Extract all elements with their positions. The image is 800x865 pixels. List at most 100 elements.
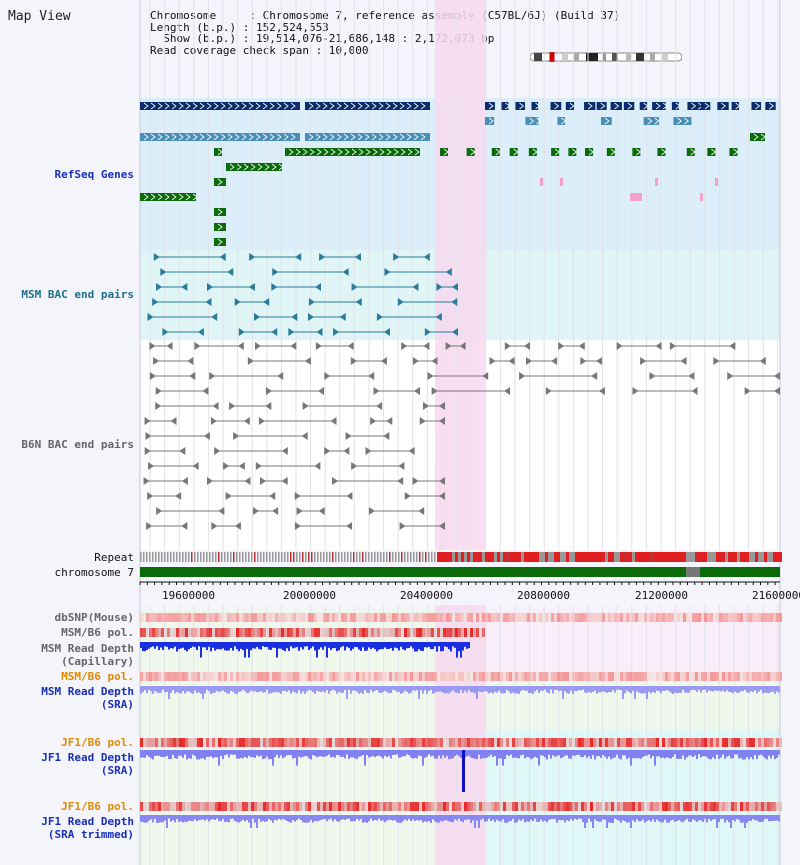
gene-arrow [227,102,233,110]
polymorphism-cell [152,802,155,811]
polymorphism-cell [170,628,173,637]
polymorphism-cell [737,672,740,681]
gene-arrow [392,133,398,141]
read-depth-bar [346,642,348,647]
polymorphism-cell [215,672,218,681]
polymorphism-cell [716,802,719,811]
chromosome-ideogram[interactable] [530,52,682,62]
read-depth-bar [490,750,492,755]
repeat-mark [341,552,343,562]
polymorphism-cell [239,628,242,637]
read-depth-bar [308,750,310,759]
polymorphism-cell [512,802,515,811]
read-depth-bar [734,750,736,755]
read-depth-bar [176,815,178,819]
repeat-mark [692,552,695,562]
polymorphism-cell [338,738,341,747]
repeat-mark [779,552,782,562]
read-depth-bar [322,815,324,820]
polymorphism-cell [734,802,737,811]
read-depth-bar [258,815,260,819]
polymorphism-cell [422,628,425,637]
polymorphism-cell [470,613,473,622]
read-depth-bar [666,750,668,758]
b6n-bac-pair [156,507,163,515]
polymorphism-cell [314,672,317,681]
polymorphism-cell [266,672,269,681]
read-depth-bar [280,815,282,820]
polymorphism-cell [584,613,587,622]
gene-arrow [278,163,284,171]
b6n-bac-pair [551,357,558,365]
polymorphism-cell [197,738,200,747]
polymorphism-cell [437,628,440,637]
b6n-bac-pair [155,402,162,410]
read-depth-bar [332,686,334,690]
polymorphism-cell [515,613,518,622]
repeat-mark [323,552,325,562]
polymorphism-cell [593,672,596,681]
polymorphism-cell [563,613,566,622]
read-depth-bar [186,815,188,823]
polymorphism-cell [233,738,236,747]
read-depth-bar [496,815,498,820]
polymorphism-cell [644,802,647,811]
read-depth-bar [408,686,410,694]
gene-arrow [220,133,226,141]
read-depth-bar [728,750,730,756]
gene-arrow [535,102,541,110]
read-depth-bar [460,750,462,758]
read-depth-bar [620,686,622,691]
repeat-mark [773,552,776,562]
read-depth-bar [612,750,614,759]
read-depth-bar [392,686,394,690]
polymorphism-cell [317,672,320,681]
read-depth-bar [286,686,288,692]
polymorphism-cell [713,738,716,747]
polymorphism-cell [683,672,686,681]
repeat-mark [515,552,518,562]
read-depth-bar [496,686,498,693]
polymorphism-cell [608,672,611,681]
read-depth-bar [300,686,302,694]
polymorphism-cell [206,613,209,622]
read-depth-bar [560,750,562,759]
polymorphism-cell [362,802,365,811]
repeat-mark [539,552,542,562]
polymorphism-cell [455,628,458,637]
b6n-bac-pair [345,432,352,440]
read-depth-bar [580,686,582,691]
read-depth-bar [626,750,628,760]
repeat-mark [644,552,647,562]
read-depth-bar [280,750,282,756]
gene-arrow [206,102,212,110]
read-depth-bar [758,750,760,756]
read-depth-bar [522,750,524,755]
repeat-mark [335,552,337,562]
read-depth-bar [164,686,166,693]
read-depth-bar [528,750,530,758]
refseq-gene [305,133,430,141]
read-depth-bar [424,815,426,822]
msm-bac-pair [160,268,167,276]
read-depth-bar [174,750,176,759]
polymorphism-cell [476,802,479,811]
read-depth-bar [452,815,454,823]
read-depth-bar [534,815,536,819]
repeat-mark [455,552,458,562]
polymorphism-cell [746,802,749,811]
polymorphism-cell [485,802,488,811]
polymorphism-cell [398,672,401,681]
read-depth-bar [676,750,678,759]
read-depth-bar [306,642,308,647]
polymorphism-cell [521,672,524,681]
read-depth-bar [324,642,326,647]
polymorphism-cell [596,802,599,811]
polymorphism-cell [287,613,290,622]
repeat-mark [263,552,265,562]
read-depth-bar [708,815,710,819]
polymorphism-cell [635,613,638,622]
polymorphism-cell [656,613,659,622]
read-depth-bar [716,815,718,828]
